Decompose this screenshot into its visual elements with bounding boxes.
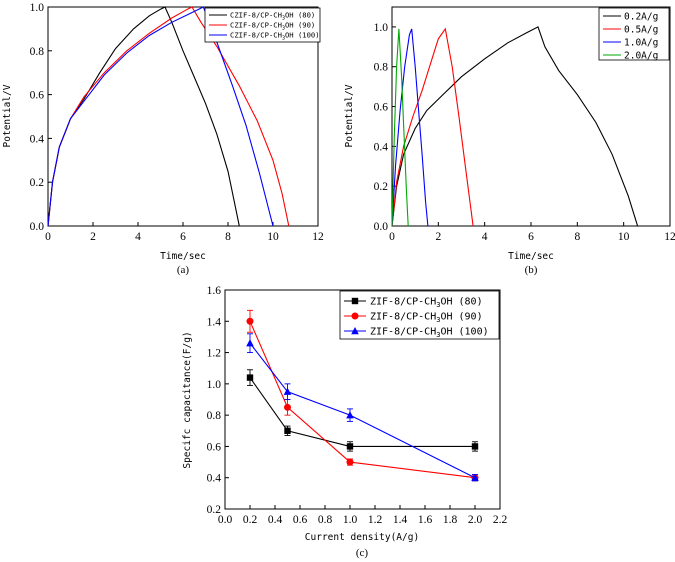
y-tick-label: 0.6 bbox=[374, 102, 389, 114]
x-tick-label: 2 bbox=[90, 231, 96, 243]
legend-label: 0.5A/g bbox=[624, 24, 658, 35]
legend-label: ZIF-8/CP-CH3OH (100) bbox=[370, 327, 489, 340]
x-tick-label: 2.2 bbox=[493, 514, 508, 526]
x-tick-label: 0.2 bbox=[243, 514, 258, 526]
data-point bbox=[346, 411, 354, 419]
data-point bbox=[351, 312, 359, 320]
x-tick-label: 12 bbox=[312, 231, 324, 243]
y-tick-label: 0.0 bbox=[30, 221, 45, 233]
series-line bbox=[391, 28, 429, 227]
data-point bbox=[351, 297, 359, 305]
x-axis-label: Time/sec bbox=[508, 251, 554, 262]
panel-caption: (c) bbox=[356, 547, 369, 559]
y-tick-label: 0.2 bbox=[374, 181, 389, 193]
y-axis-label: Specifc capacitance(F/g) bbox=[182, 331, 193, 468]
legend-box bbox=[598, 7, 670, 61]
legend-label: ZIF-8/CP-CH3OH (80) bbox=[370, 297, 483, 310]
y-tick-label: 1.6 bbox=[207, 285, 222, 297]
x-tick-label: 6 bbox=[528, 231, 534, 243]
legend-label: CZIF-8/CP-CH3OH (80) bbox=[230, 11, 315, 22]
y-tick-label: 1.2 bbox=[207, 348, 222, 360]
y-tick-label: 0.4 bbox=[207, 473, 222, 485]
data-point bbox=[283, 387, 292, 395]
x-tick-label: 0.0 bbox=[218, 514, 233, 526]
legend-box bbox=[339, 290, 500, 340]
x-tick-label: 12 bbox=[664, 231, 675, 243]
y-tick-label: 1.0 bbox=[30, 2, 45, 14]
y-tick-label: 0.0 bbox=[374, 221, 389, 233]
data-point bbox=[246, 317, 254, 325]
x-tick-label: 1.6 bbox=[418, 514, 433, 526]
x-axis-label: Current density(A/g) bbox=[305, 532, 419, 543]
series-line bbox=[391, 26, 639, 227]
x-tick-label: 6 bbox=[180, 231, 186, 243]
data-point bbox=[284, 427, 291, 434]
legend-label: 0.2A/g bbox=[624, 11, 658, 22]
chart-panel-c: 0.0 0.2 0.4 0.6 0.8 1.0 1.2 1.4 1.6 1.8 2.0 2.20.20… bbox=[182, 285, 507, 559]
series-line bbox=[391, 27, 474, 227]
y-axis-label: Potential/V bbox=[2, 84, 13, 147]
x-tick-label: 0 bbox=[45, 231, 51, 243]
y-tick-label: 0.4 bbox=[374, 141, 389, 153]
y-tick-label: 0.6 bbox=[30, 90, 45, 102]
y-tick-label: 0.8 bbox=[207, 410, 222, 422]
x-tick-label: 8 bbox=[574, 231, 580, 243]
x-tick-label: 2.0 bbox=[468, 514, 483, 526]
x-tick-label: 1.4 bbox=[393, 514, 408, 526]
legend-label: CZIF-8/CP-CH3OH (90) bbox=[230, 21, 315, 32]
y-tick-label: 1.0 bbox=[207, 379, 222, 391]
data-point bbox=[246, 374, 254, 381]
y-tick-label: 0.2 bbox=[207, 504, 222, 516]
x-tick-label: 1.2 bbox=[368, 514, 383, 526]
legend-label: CZIF-8/CP-CH3OH (100) bbox=[230, 31, 320, 42]
x-tick-label: 4 bbox=[482, 231, 488, 243]
x-tick-label: 1.8 bbox=[443, 514, 458, 526]
x-tick-label: 0.6 bbox=[293, 514, 308, 526]
y-tick-label: 0.4 bbox=[30, 133, 45, 145]
x-axis-label: Time/sec bbox=[160, 251, 206, 262]
data-point bbox=[346, 443, 354, 450]
y-tick-label: 1.4 bbox=[207, 316, 222, 328]
plot-frame bbox=[224, 289, 501, 510]
data-point bbox=[284, 403, 291, 411]
data-point bbox=[471, 443, 479, 450]
series-line bbox=[249, 342, 476, 479]
x-tick-label: 10 bbox=[618, 231, 630, 243]
x-tick-label: 10 bbox=[267, 231, 279, 243]
x-tick-label: 0.4 bbox=[268, 514, 283, 526]
y-tick-label: 0.8 bbox=[30, 46, 45, 58]
x-tick-label: 1.0 bbox=[343, 514, 358, 526]
y-tick-label: 1.0 bbox=[374, 22, 389, 34]
x-tick-label: 8 bbox=[225, 231, 231, 243]
series-line bbox=[391, 28, 409, 227]
x-tick-label: 2 bbox=[435, 231, 441, 243]
legend-label: ZIF-8/CP-CH3OH (90) bbox=[370, 312, 483, 325]
x-tick-label: 0.8 bbox=[318, 514, 333, 526]
y-tick-label: 0.6 bbox=[207, 441, 222, 453]
series-line bbox=[249, 377, 475, 447]
panel-caption: (b) bbox=[525, 264, 538, 276]
legend-label: 2.0A/g bbox=[624, 50, 658, 61]
data-point bbox=[246, 339, 254, 347]
x-tick-label: 4 bbox=[135, 231, 141, 243]
series-line bbox=[249, 321, 476, 479]
data-point bbox=[351, 327, 359, 335]
data-point bbox=[346, 458, 354, 466]
panel-caption: (a) bbox=[177, 264, 190, 276]
y-tick-label: 0.8 bbox=[374, 62, 389, 74]
y-tick-label: 0.2 bbox=[30, 177, 45, 189]
series-line bbox=[47, 6, 274, 227]
y-axis-label: Potential/V bbox=[344, 84, 355, 147]
legend-label: 1.0A/g bbox=[624, 37, 658, 48]
x-tick-label: 0 bbox=[389, 231, 395, 243]
chart-panel-b: 0 2 4 6 8 10 12 0.0 0.2 0.4 0.6 0.8 1.0 Time/sec Poten… bbox=[344, 6, 675, 276]
chart-panel-a: 0 2 4 6 8 10 12 0.0 0.2 0.4 0.6 0.8 1.0 Time/sec Poten… bbox=[2, 2, 324, 276]
data-point bbox=[471, 473, 479, 481]
